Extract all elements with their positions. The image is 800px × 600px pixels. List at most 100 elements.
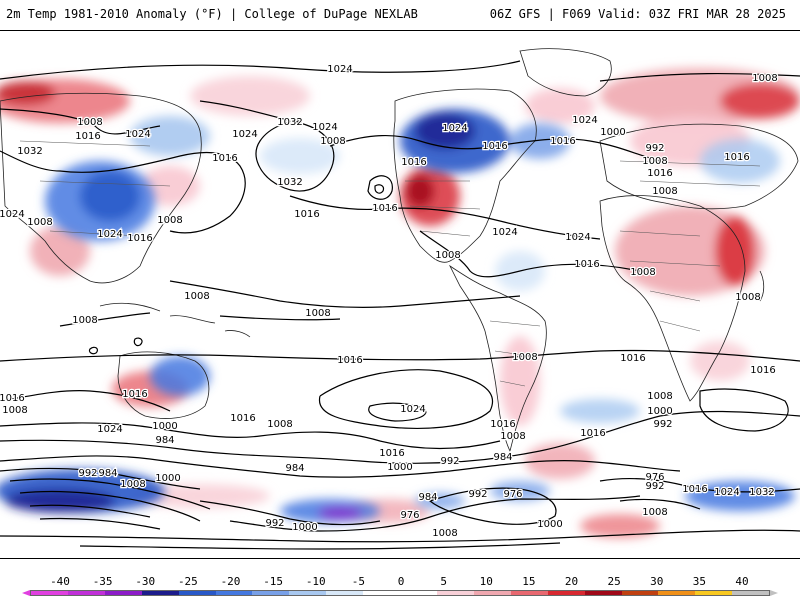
isobar-label: 992: [265, 518, 284, 529]
isobar-label: 1016: [0, 393, 25, 404]
colorbar-segment: [289, 591, 327, 595]
isobar-label: 1008: [72, 315, 97, 326]
isobar-label: 1024: [572, 115, 597, 126]
colorbar-tick-label: 5: [440, 575, 447, 588]
isobar-label: 1016: [372, 203, 397, 214]
isobar-label: 984: [493, 452, 512, 463]
isobar-label: 1008: [642, 156, 667, 167]
isobar-label: 1024: [492, 227, 517, 238]
colorbar-segment: [695, 591, 733, 595]
colorbar-tick-label: 20: [564, 575, 579, 588]
isobar-label: 1016: [212, 153, 237, 164]
isobar-label: 1000: [647, 406, 672, 417]
colorbar-tick-label: -25: [177, 575, 198, 588]
colorbar-tick-label: 30: [650, 575, 664, 588]
colorbar-tick-label: 25: [607, 575, 621, 588]
isobar-label: 992: [645, 143, 664, 154]
colorbar-tick-label: 15: [522, 575, 536, 588]
isobar-label: 1016: [401, 157, 426, 168]
isobar-label: 1024: [232, 129, 257, 140]
isobars: [0, 60, 800, 550]
isobar-label: 1000: [292, 522, 317, 533]
isobar-label: 1016: [230, 413, 255, 424]
colorbar-tick-label: -5: [351, 575, 365, 588]
colorbar-tick-label: -30: [135, 575, 156, 588]
isobar-label: 1016: [724, 152, 749, 163]
isobar-label: 1008: [630, 267, 655, 278]
isobar-label: 1008: [435, 250, 460, 261]
isobar-label: 1008: [752, 73, 777, 84]
isobar-label: 1016: [127, 233, 152, 244]
isobar-label: 1008: [647, 391, 672, 402]
isobar-label: 1024: [125, 129, 150, 140]
colorbar: -40 -35 -30 -25 -20 -15 -10 -5 0 5 10 15 20 25 30 35 40: [0, 568, 800, 600]
isobar-label: 1008: [77, 117, 102, 128]
isobar-label: 1016: [75, 131, 100, 142]
colorbar-segment: [732, 591, 770, 595]
colorbar-segment: [658, 591, 696, 595]
isobar-label: 1008: [512, 352, 537, 363]
isobar-label: 1000: [152, 421, 177, 432]
isobar-label: 1000: [537, 519, 562, 530]
isobar-label: 1016: [482, 141, 507, 152]
isobar-label: 1008: [120, 479, 145, 490]
isobar-label: 992: [440, 456, 459, 467]
isobar-label: 1016: [294, 209, 319, 220]
colorbar-tick-label: 40: [735, 575, 749, 588]
isobar-label: 976: [645, 472, 664, 483]
isobar-label: 1016: [379, 448, 404, 459]
colorbar-segment: [473, 591, 511, 595]
colorbar-segment: [510, 591, 548, 595]
isobar-label: 1008: [184, 291, 209, 302]
isobar-label: 1008: [642, 507, 667, 518]
isobar-label: 984: [285, 463, 304, 474]
run-info: 06Z GFS | F069 Valid: 03Z FRI MAR 28 202…: [489, 7, 786, 21]
isobar-label: 1008: [320, 136, 345, 147]
colorbar-tick-label: -40: [50, 575, 70, 588]
colorbar-tick-label: -10: [305, 575, 326, 588]
isobar-label: 984: [418, 492, 437, 503]
isobar-label: 976: [503, 489, 522, 500]
colorbar-segment: [584, 591, 622, 595]
colorbar-tick-label: -15: [263, 575, 284, 588]
colorbar-tick-label: 0: [397, 575, 405, 588]
colorbar-segment: [31, 591, 68, 595]
cold-anomaly-shading: [0, 109, 795, 523]
isobar-label: 976: [400, 510, 419, 521]
colorbar-segment: [104, 591, 142, 595]
colorbar-min-arrow: [22, 590, 30, 596]
map-panel: 1024 1008 1008 1016 1024 1032 1024 1024 1008 1024…: [0, 30, 800, 559]
isobar-label: 1008: [2, 405, 27, 416]
map-title: 2m Temp 1981-2010 Anomaly (°F) | College…: [6, 7, 418, 21]
colorbar-segment: [178, 591, 216, 595]
isobar-label: 984: [155, 435, 174, 446]
isobar-label: 1024: [97, 424, 122, 435]
isobar-label: 1016: [580, 428, 605, 439]
header: 2m Temp 1981-2010 Anomaly (°F) | College…: [0, 0, 800, 30]
colorbar-segment: [547, 591, 585, 595]
isobar-label: 1008: [735, 292, 760, 303]
isobar-label: 1016: [750, 365, 775, 376]
isobar-label: 992: [653, 419, 672, 430]
isobar-label: 1024: [714, 487, 739, 498]
isobar-label: 1024: [97, 229, 122, 240]
isobar-label: 1008: [500, 431, 525, 442]
isobar-label: 1000: [600, 127, 625, 138]
isobar-label: 1024: [0, 209, 25, 220]
isobar-label: 1008: [157, 215, 182, 226]
colorbar-segment: [400, 591, 437, 595]
colorbar-tick-label: -20: [220, 575, 241, 588]
colorbar-segment: [363, 591, 401, 595]
isobar-label: 1000: [155, 473, 180, 484]
isobar-label: 984: [98, 468, 117, 479]
colorbar-segment: [215, 591, 253, 595]
isobar-label: 1016: [647, 168, 672, 179]
isobar-label: 1000: [387, 462, 412, 473]
isobar-label: 1016: [337, 355, 362, 366]
colorbar-segment: [436, 591, 474, 595]
isobar-label: 1016: [682, 484, 707, 495]
isobar-label: 1016: [574, 259, 599, 270]
isobar-label: 992: [468, 489, 487, 500]
